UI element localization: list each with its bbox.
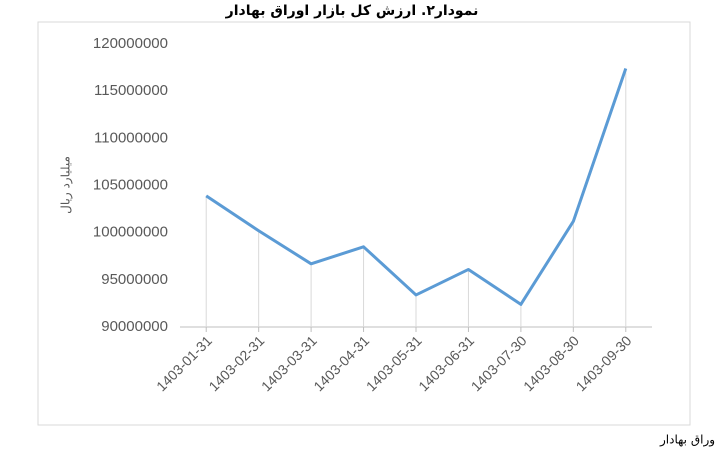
chart-title: نمودار۲. ارزش کل بازار اوراق بهادار [225, 3, 479, 19]
x-tick-label: 1403-02-31 [205, 332, 267, 394]
y-tick-label: 105000000 [93, 176, 168, 193]
x-tick-label: 1403-04-31 [310, 332, 372, 394]
x-tick-label: 1403-01-31 [153, 332, 215, 394]
source-note: مأخذ: گزارش وضعیت بازار سرمایه، مدیریت پ… [659, 431, 716, 448]
y-axis-label: میلیارد ریال [59, 156, 74, 214]
chart-border [37, 21, 691, 426]
y-tick-label: 110000000 [94, 129, 168, 146]
x-tick-label: 1403-08-30 [520, 332, 582, 394]
x-tick-label: 1403-09-30 [573, 332, 635, 394]
y-tick-label: 95000000 [101, 271, 168, 288]
y-tick-label: 100000000 [93, 224, 168, 241]
x-tick-label: 1403-05-31 [363, 332, 425, 394]
y-tick-label: 120000000 [93, 35, 168, 52]
x-tick-label: 1403-06-31 [415, 332, 477, 394]
data-line [205, 68, 628, 306]
y-tick-label: 115000000 [94, 82, 168, 99]
y-tick-label: 90000000 [101, 318, 168, 335]
x-tick-label: 1403-07-30 [468, 332, 530, 394]
x-tick-label: 1403-03-31 [258, 332, 320, 394]
